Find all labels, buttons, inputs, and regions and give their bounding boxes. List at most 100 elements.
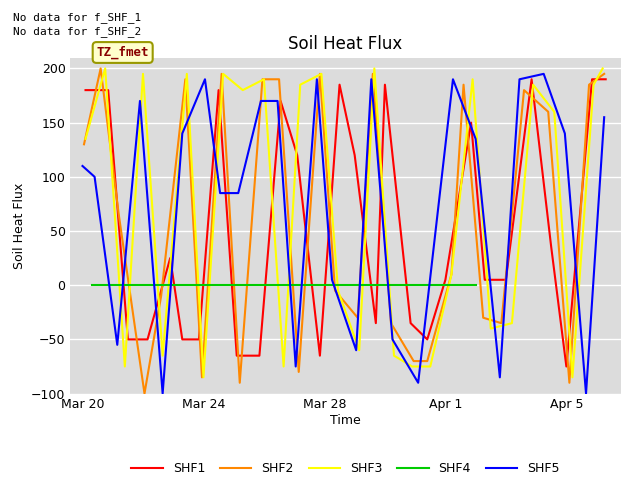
- SHF2: [410, 358, 417, 364]
- SHF5: [414, 380, 422, 385]
- SHF3: [280, 364, 287, 370]
- SHF1: [233, 353, 241, 359]
- Line: SHF2: SHF2: [84, 69, 604, 394]
- SHF3: [529, 82, 537, 87]
- SHF2: [545, 109, 552, 115]
- SHF5: [388, 336, 396, 342]
- SHF2: [141, 391, 148, 396]
- SHF1: [166, 255, 174, 261]
- SHF1: [563, 364, 570, 370]
- SHF2: [295, 369, 303, 375]
- SHF1: [588, 76, 596, 82]
- SHF1: [255, 353, 263, 359]
- SHF2: [115, 212, 123, 217]
- Text: No data for f_SHF_2: No data for f_SHF_2: [13, 26, 141, 37]
- SHF2: [198, 374, 206, 380]
- Text: No data for f_SHF_1: No data for f_SHF_1: [13, 12, 141, 23]
- SHF3: [334, 288, 342, 293]
- SHF5: [274, 98, 282, 104]
- SHF2: [218, 71, 225, 77]
- SHF2: [424, 358, 431, 364]
- SHF5: [367, 76, 375, 82]
- SHF2: [275, 76, 283, 82]
- SHF5: [561, 131, 569, 136]
- SHF3: [390, 353, 398, 359]
- SHF1: [351, 152, 358, 158]
- SHF3: [296, 82, 304, 87]
- SHF4: [472, 282, 479, 288]
- SHF3: [82, 136, 90, 142]
- SHF4: [88, 282, 95, 288]
- SHF3: [550, 109, 558, 115]
- SHF2: [600, 71, 608, 77]
- Title: Soil Heat Flux: Soil Heat Flux: [289, 35, 403, 53]
- Line: SHF5: SHF5: [83, 74, 604, 394]
- SHF5: [234, 190, 242, 196]
- SHF3: [220, 71, 227, 77]
- SHF2: [479, 315, 487, 321]
- SHF5: [496, 374, 504, 380]
- SHF2: [236, 380, 244, 385]
- SHF5: [600, 114, 608, 120]
- SHF1: [104, 87, 112, 93]
- SHF3: [447, 272, 455, 277]
- Y-axis label: Soil Heat Flux: Soil Heat Flux: [13, 182, 26, 269]
- SHF5: [136, 98, 144, 104]
- SHF3: [589, 82, 597, 87]
- SHF2: [447, 272, 455, 277]
- SHF5: [582, 391, 590, 396]
- SHF3: [121, 364, 129, 370]
- Line: SHF1: SHF1: [86, 79, 605, 367]
- SHF3: [260, 76, 268, 82]
- SHF3: [101, 66, 109, 72]
- SHF3: [355, 348, 363, 353]
- SHF5: [91, 174, 99, 180]
- SHF5: [292, 364, 300, 370]
- SHF5: [449, 76, 457, 82]
- SHF5: [328, 277, 336, 283]
- SHF1: [442, 277, 449, 283]
- Text: TZ_fmet: TZ_fmet: [97, 46, 149, 59]
- SHF5: [313, 76, 321, 82]
- SHF2: [585, 82, 593, 87]
- SHF4: [154, 282, 162, 288]
- Legend: SHF1, SHF2, SHF3, SHF4, SHF5: SHF1, SHF2, SHF3, SHF4, SHF5: [127, 457, 564, 480]
- SHF3: [371, 66, 378, 72]
- SHF2: [369, 71, 377, 77]
- SHF1: [195, 336, 203, 342]
- SHF3: [408, 364, 416, 370]
- SHF1: [215, 87, 223, 93]
- SHF1: [124, 336, 132, 342]
- SHF3: [239, 87, 246, 93]
- SHF2: [182, 76, 189, 82]
- SHF5: [516, 76, 524, 82]
- SHF2: [331, 288, 339, 293]
- SHF2: [460, 82, 467, 87]
- SHF3: [508, 320, 516, 326]
- SHF1: [293, 152, 301, 158]
- SHF4: [291, 282, 298, 288]
- SHF2: [80, 142, 88, 147]
- SHF3: [568, 374, 576, 380]
- SHF1: [502, 277, 509, 283]
- X-axis label: Time: Time: [330, 414, 361, 427]
- SHF3: [317, 71, 325, 77]
- SHF1: [547, 244, 555, 250]
- SHF2: [566, 380, 573, 385]
- SHF1: [143, 336, 151, 342]
- SHF1: [424, 336, 431, 342]
- SHF1: [276, 98, 284, 104]
- SHF2: [387, 320, 395, 326]
- SHF3: [139, 71, 147, 77]
- SHF1: [407, 320, 415, 326]
- Line: SHF3: SHF3: [86, 69, 603, 377]
- SHF1: [467, 120, 475, 125]
- SHF2: [97, 66, 104, 72]
- SHF3: [200, 374, 207, 380]
- SHF5: [353, 348, 360, 353]
- SHF2: [316, 71, 324, 77]
- SHF3: [426, 364, 434, 370]
- SHF2: [354, 315, 362, 321]
- SHF1: [179, 336, 186, 342]
- SHF5: [79, 163, 86, 169]
